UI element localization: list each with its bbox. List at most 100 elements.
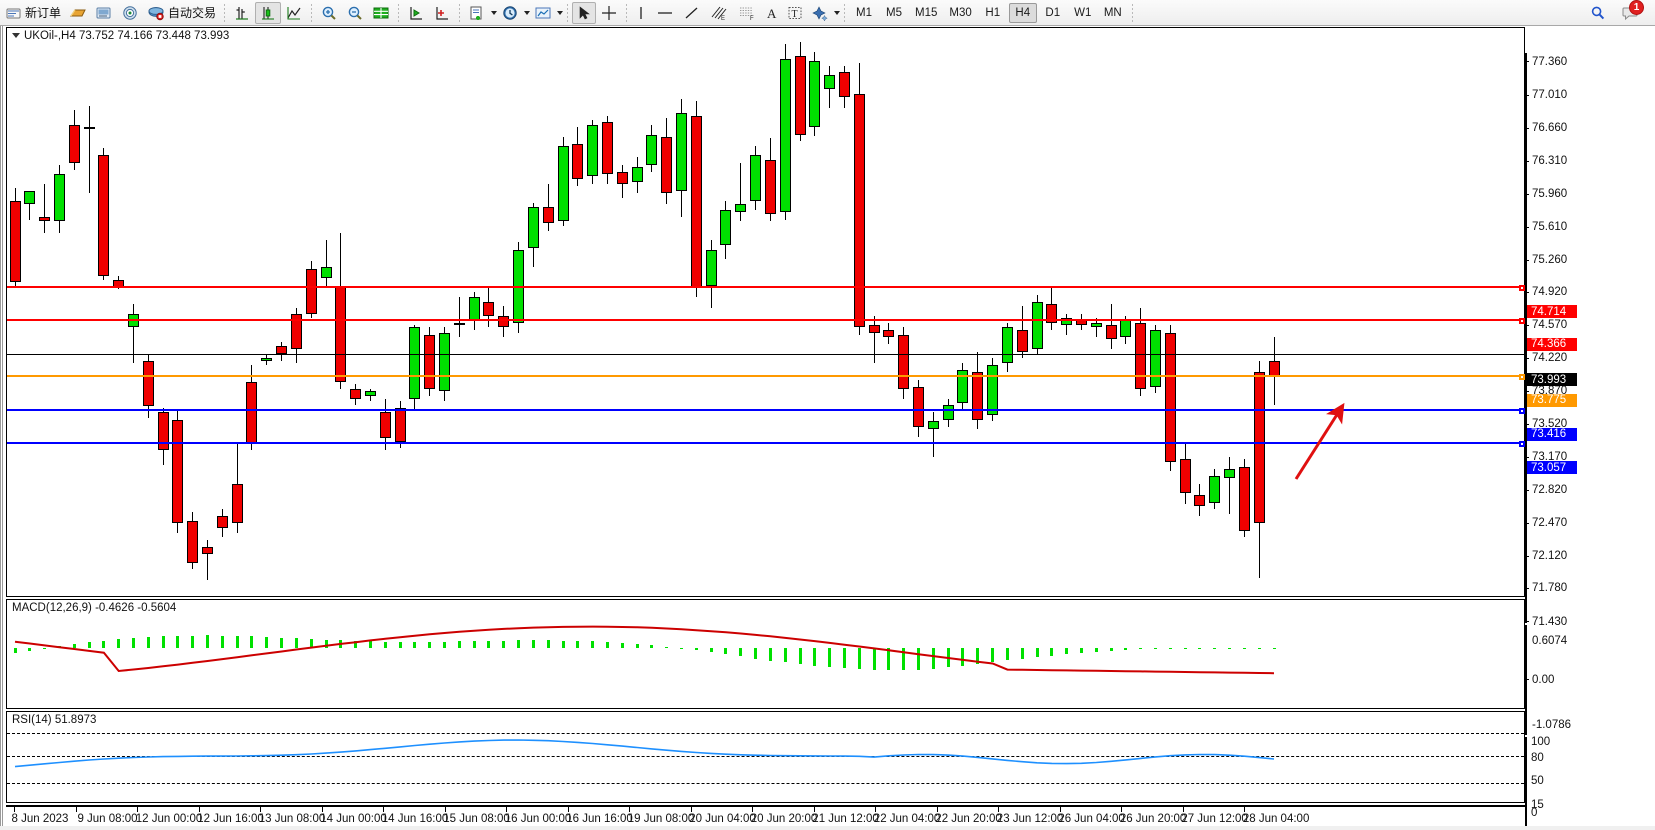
timeframe-m30[interactable]: M30 xyxy=(949,6,972,19)
price-level-line[interactable] xyxy=(7,407,1525,414)
notifications-button[interactable]: 1 xyxy=(1617,0,1645,24)
time-label: 8 Jun 2023 xyxy=(11,813,69,825)
macd-histogram-bar xyxy=(1183,647,1187,649)
candle xyxy=(824,28,836,596)
price-axis[interactable]: 77.360 77.010 76.660 76.310 75.960 75.610 75.2… xyxy=(1525,53,1655,628)
objects-dropdown-icon[interactable] xyxy=(834,10,841,15)
candle xyxy=(1253,28,1265,596)
candle xyxy=(1238,28,1250,596)
timeframe-m1[interactable]: M1 xyxy=(856,6,873,19)
candle xyxy=(113,28,125,596)
timeframe-w1[interactable]: W1 xyxy=(1074,6,1092,19)
macd-histogram-bar xyxy=(872,647,876,670)
auto-trading-button[interactable]: 自动交易 xyxy=(143,2,220,24)
price-level-line[interactable] xyxy=(7,373,1525,380)
price-level-line[interactable] xyxy=(7,317,1525,324)
cursor-button[interactable] xyxy=(572,1,597,24)
time-label: 20 Jun 04:00 xyxy=(689,813,756,825)
gold-button[interactable] xyxy=(65,2,91,24)
candle xyxy=(838,28,850,596)
time-tick xyxy=(260,807,262,812)
data-window-icon xyxy=(372,5,390,21)
toolbar-separator-7 xyxy=(844,3,846,22)
bar-chart-button[interactable] xyxy=(229,2,255,24)
trend-line-button[interactable] xyxy=(679,2,705,24)
candlestick-chart-button[interactable] xyxy=(255,1,282,24)
fibonacci-button[interactable]: F xyxy=(733,2,761,24)
candle-body xyxy=(868,325,880,333)
price-level-line[interactable] xyxy=(7,441,1525,448)
macd-histogram-bar xyxy=(102,640,106,648)
templates-dropdown-icon[interactable] xyxy=(557,10,564,15)
level-anchor-handle[interactable] xyxy=(1519,285,1525,292)
price-tick: 74.220 xyxy=(1525,352,1567,365)
time-label: 9 Jun 08:00 xyxy=(77,813,138,825)
crosshair-button[interactable] xyxy=(596,2,622,24)
macd-histogram-bar xyxy=(457,641,461,648)
horizontal-line-button[interactable] xyxy=(651,2,679,24)
candle xyxy=(1031,28,1043,596)
auto-scroll-icon xyxy=(433,5,451,21)
candle xyxy=(231,28,243,596)
zoom-out-button[interactable] xyxy=(342,2,368,24)
candle-body xyxy=(927,421,939,429)
search-button[interactable] xyxy=(1585,2,1611,24)
macd-histogram-bar xyxy=(1020,647,1024,659)
objects-button[interactable] xyxy=(807,2,833,24)
candle-body xyxy=(468,296,480,321)
macd-pane[interactable]: MACD(12,26,9) -0.4626 -0.5604 xyxy=(6,599,1525,709)
candle-body xyxy=(246,381,258,444)
equidistant-channel-button[interactable]: E xyxy=(705,2,733,24)
add-indicator-dropdown-icon[interactable] xyxy=(491,10,498,15)
shift-end-button[interactable] xyxy=(403,2,429,24)
candle-wick xyxy=(88,106,90,194)
price-level-line[interactable] xyxy=(7,354,1524,356)
time-label: 12 Jun 00:00 xyxy=(135,813,203,825)
candle-body xyxy=(394,408,406,443)
macd-histogram-bar xyxy=(206,635,210,648)
add-indicator-button[interactable] xyxy=(464,2,490,24)
timeframe-mn[interactable]: MN xyxy=(1103,6,1122,19)
vertical-line-button[interactable] xyxy=(631,2,651,24)
timeframe-h4[interactable]: H4 xyxy=(1008,2,1037,23)
terminal-button[interactable] xyxy=(91,2,117,24)
level-anchor-handle[interactable] xyxy=(1519,373,1525,380)
auto-scroll-button[interactable] xyxy=(429,2,455,24)
rsi-pane[interactable]: RSI(14) 51.8973 xyxy=(6,711,1525,803)
timeframe-m5[interactable]: M5 xyxy=(886,6,903,19)
candle xyxy=(127,28,139,596)
level-anchor-handle[interactable] xyxy=(1519,441,1525,448)
text-box-button[interactable]: T xyxy=(783,2,807,24)
candlestick-chart-icon xyxy=(259,5,277,21)
price-tick: 76.660 xyxy=(1525,122,1567,135)
timeframe-m15[interactable]: M15 xyxy=(915,6,938,19)
candle xyxy=(468,28,480,596)
macd-histogram-bar xyxy=(87,642,91,648)
timeframe-d1[interactable]: D1 xyxy=(1045,6,1061,19)
new-order-button[interactable]: 新订单 xyxy=(2,2,65,24)
svg-text:F: F xyxy=(750,16,754,21)
time-label: 16 Jun 16:00 xyxy=(566,813,633,825)
chart-menu-icon[interactable] xyxy=(12,33,20,39)
macd-histogram-bar xyxy=(1035,647,1039,658)
network-button[interactable] xyxy=(117,2,143,24)
text-label-button[interactable]: A xyxy=(761,2,783,24)
time-axis[interactable]: 8 Jun 2023 9 Jun 08:00 12 Jun 00:00 12 Jun … xyxy=(6,805,1525,830)
line-chart-button[interactable] xyxy=(281,2,307,24)
templates-button[interactable] xyxy=(530,2,556,24)
macd-histogram-bar xyxy=(813,647,817,666)
macd-histogram-bar xyxy=(739,647,743,657)
level-anchor-handle[interactable] xyxy=(1519,317,1525,324)
data-window-button[interactable] xyxy=(368,2,394,24)
timeframe-h1[interactable]: H1 xyxy=(985,6,1001,19)
period-dropdown-icon[interactable] xyxy=(524,10,531,15)
zoom-in-button[interactable] xyxy=(316,2,342,24)
price-pane[interactable]: UKOil-,H4 73.752 74.166 73.448 73.993 xyxy=(6,27,1525,597)
price-level-line[interactable] xyxy=(7,285,1525,292)
level-anchor-handle[interactable] xyxy=(1519,407,1525,414)
macd-histogram-bar xyxy=(754,647,758,659)
candle-body xyxy=(335,285,347,382)
price-tick: 72.120 xyxy=(1525,550,1567,563)
period-button[interactable] xyxy=(497,2,523,24)
time-tick xyxy=(629,807,631,812)
